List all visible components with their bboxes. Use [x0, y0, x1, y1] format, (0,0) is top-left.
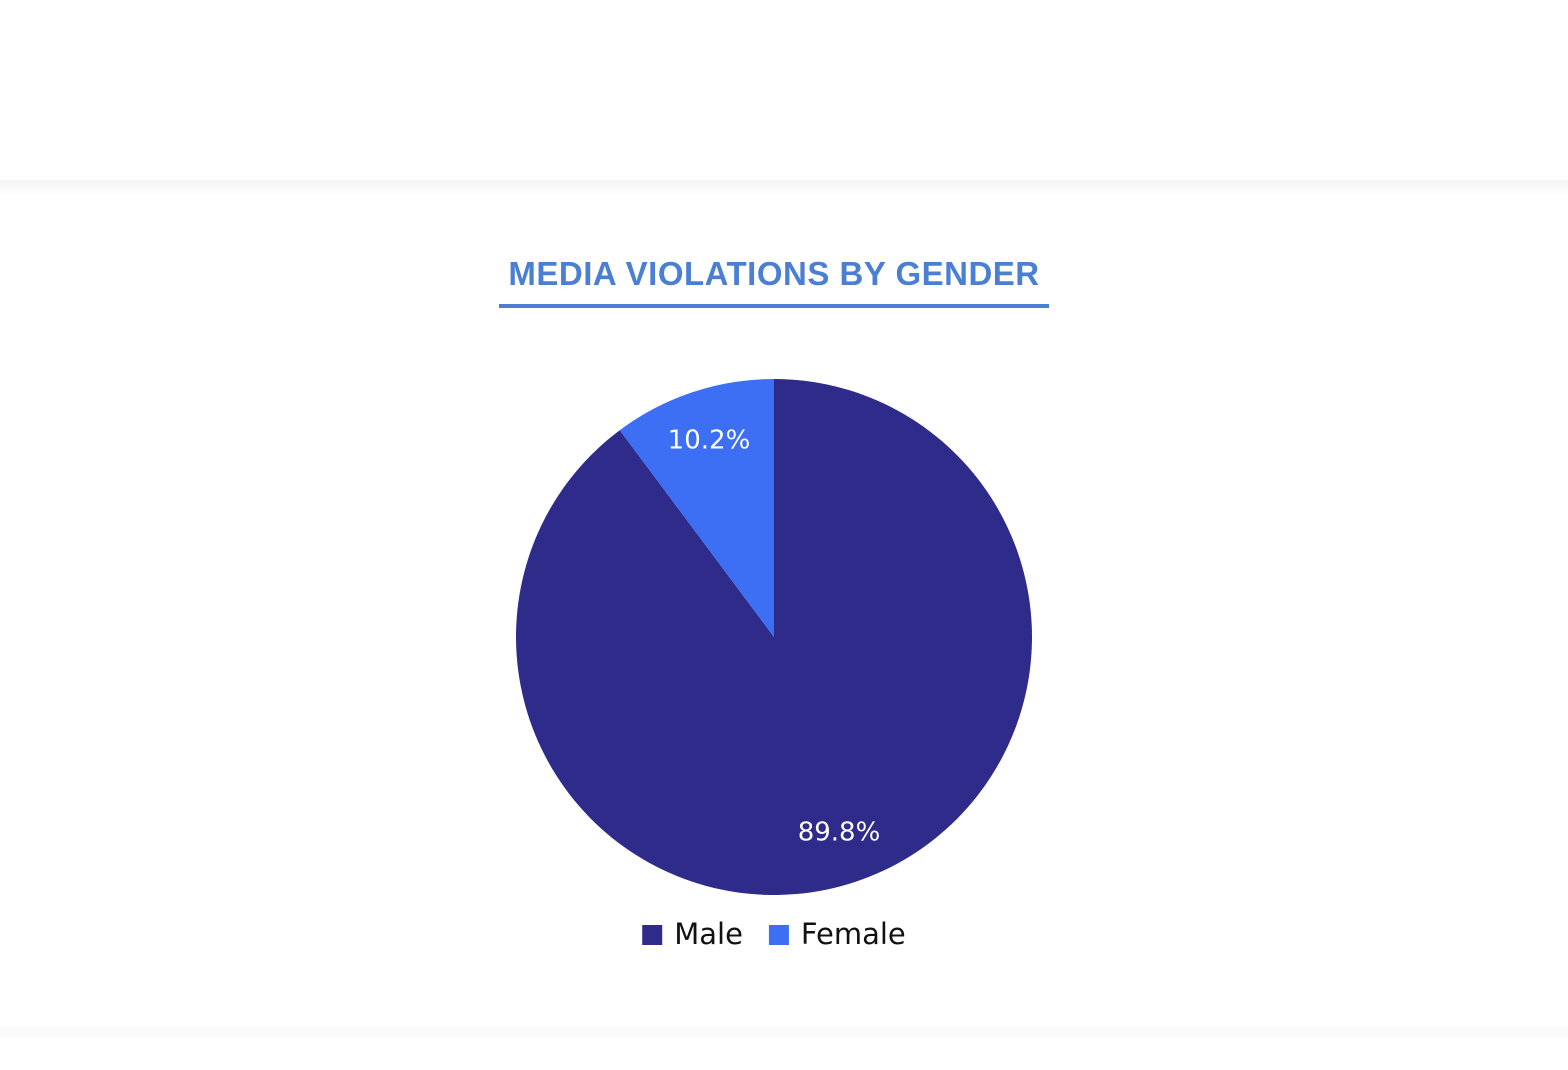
title-underline [499, 304, 1049, 308]
value-label: 89.8% [798, 817, 881, 847]
legend-swatch [768, 925, 789, 945]
chart-title: MEDIA VIOLATIONS BY GENDER [508, 255, 1039, 292]
legend-swatch [642, 925, 663, 945]
card-shadow [0, 1027, 1568, 1037]
value-label: 10.2% [668, 426, 751, 456]
legend-label: Male [674, 917, 743, 951]
card-shadow [0, 180, 1568, 196]
pie: 89.8% 10.2% [516, 379, 1032, 895]
pie-slice [619, 379, 774, 637]
legend: Male Female [642, 917, 906, 951]
legend-label: Female [801, 917, 906, 951]
